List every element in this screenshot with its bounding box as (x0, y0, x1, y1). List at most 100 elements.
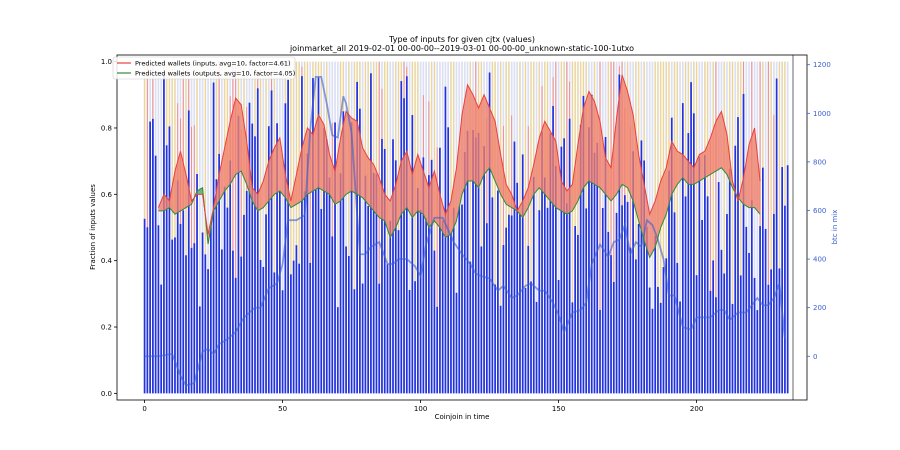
series-gap-fill (622, 74, 628, 188)
series-gap-fill (257, 181, 264, 211)
bar-input-blue (455, 292, 458, 394)
bar-input-blue (712, 260, 715, 394)
series-gap-fill (583, 91, 589, 188)
bar-input-blue (742, 93, 745, 394)
bar-input-other (646, 119, 648, 228)
series-gap-fill (274, 137, 280, 195)
bar-input-other (431, 61, 433, 160)
bar-input-other (182, 61, 184, 211)
bar-input-other (560, 61, 562, 147)
bar-input-other (166, 61, 168, 146)
bar-input-blue (386, 264, 389, 394)
bar-input-blue (207, 269, 209, 394)
bar-input-other (770, 61, 772, 270)
bar-input-blue (372, 172, 375, 394)
bar-input-other (665, 61, 667, 259)
bar-input-blue (312, 78, 314, 394)
bar-input-other (367, 61, 369, 207)
bar-input-blue (566, 203, 568, 394)
bar-input-blue (676, 262, 679, 394)
bar-input-blue (301, 76, 303, 394)
series-gap-fill (699, 151, 705, 182)
series-gap-fill (379, 177, 385, 221)
series-gap-fill (357, 121, 363, 198)
bar-input-other (309, 132, 311, 263)
bar-input-blue (709, 290, 712, 394)
bar-input-blue (582, 95, 585, 394)
bar-input-other (668, 61, 670, 171)
bar-input-blue (704, 155, 706, 394)
bar-input-other (210, 117, 212, 222)
bar-input-blue (502, 245, 505, 394)
bar-input-blue (331, 236, 334, 394)
bar-input-blue (687, 133, 690, 394)
series-gap-fill (318, 114, 324, 192)
bar-input-other (505, 61, 507, 228)
bar-input-other (202, 121, 203, 233)
series-gap-fill (594, 101, 600, 188)
bar-input-other (638, 61, 640, 224)
series-gap-fill (340, 111, 347, 201)
bar-input-blue (679, 301, 681, 394)
series-line-inputs (157, 74, 761, 235)
bar-input-other (511, 115, 513, 216)
y-tick-label: 1.0 (101, 58, 112, 66)
series-gap-fill (268, 147, 275, 201)
bar-input-other (781, 61, 783, 168)
bar-input-blue (607, 231, 610, 394)
bar-input-other (329, 102, 330, 178)
bar-input-blue (323, 127, 325, 394)
bar-input-blue (759, 226, 761, 394)
bar-input-blue (298, 263, 301, 394)
y-tick-label: 0.6 (101, 191, 113, 199)
series-gap-fill (462, 84, 468, 195)
bar-input-blue (325, 139, 328, 394)
bar-input-other (574, 61, 576, 227)
bar-input-blue (571, 302, 574, 394)
bar-input-other (215, 61, 217, 180)
bar-input-other (743, 61, 744, 94)
bar-input-other (679, 145, 681, 302)
bar-input-other (260, 61, 261, 260)
bar-input-other (436, 147, 438, 307)
bar-input-other (373, 61, 375, 173)
bar-input-blue (149, 121, 151, 394)
bar-input-blue (221, 249, 223, 394)
series-gap-fill (550, 131, 556, 208)
bar-input-other (146, 61, 148, 228)
bar-input-other (447, 84, 449, 128)
bar-input-other (160, 139, 162, 285)
series-gap-fill (478, 94, 485, 188)
bar-input-other (249, 75, 250, 103)
bar-input-blue (292, 260, 295, 394)
bar-input-blue (201, 232, 204, 394)
bar-input-other (707, 61, 709, 197)
series-gap-fill (296, 147, 302, 205)
bar-input-blue (756, 310, 759, 394)
bar-input-other (657, 61, 659, 287)
bar-input-blue (215, 179, 218, 394)
bar-input-blue (610, 255, 612, 394)
bar-input-blue (416, 187, 419, 394)
bar-input-other (384, 61, 386, 149)
bar-input-blue (452, 207, 455, 394)
bar-input-blue (461, 204, 463, 394)
series-gap-fill (163, 194, 170, 211)
bar-input-other (762, 61, 764, 168)
bar-input-blue (370, 73, 372, 394)
series-gap-fill (252, 187, 258, 211)
bar-input-other (721, 127, 722, 250)
y-tick-right-label: 800 (813, 158, 826, 166)
bar-input-blue (267, 126, 270, 394)
bar-input-other (312, 61, 314, 79)
bar-input-blue (430, 159, 433, 394)
bar-input-blue (574, 226, 577, 394)
bar-input-other (709, 141, 711, 291)
bar-input-other (400, 61, 402, 82)
bar-input-blue (516, 182, 519, 394)
bar-input-blue (392, 139, 394, 394)
bar-input-blue (400, 81, 403, 394)
bar-input-other (276, 83, 278, 124)
bar-input-other (654, 61, 656, 236)
bar-input-other (265, 61, 267, 215)
